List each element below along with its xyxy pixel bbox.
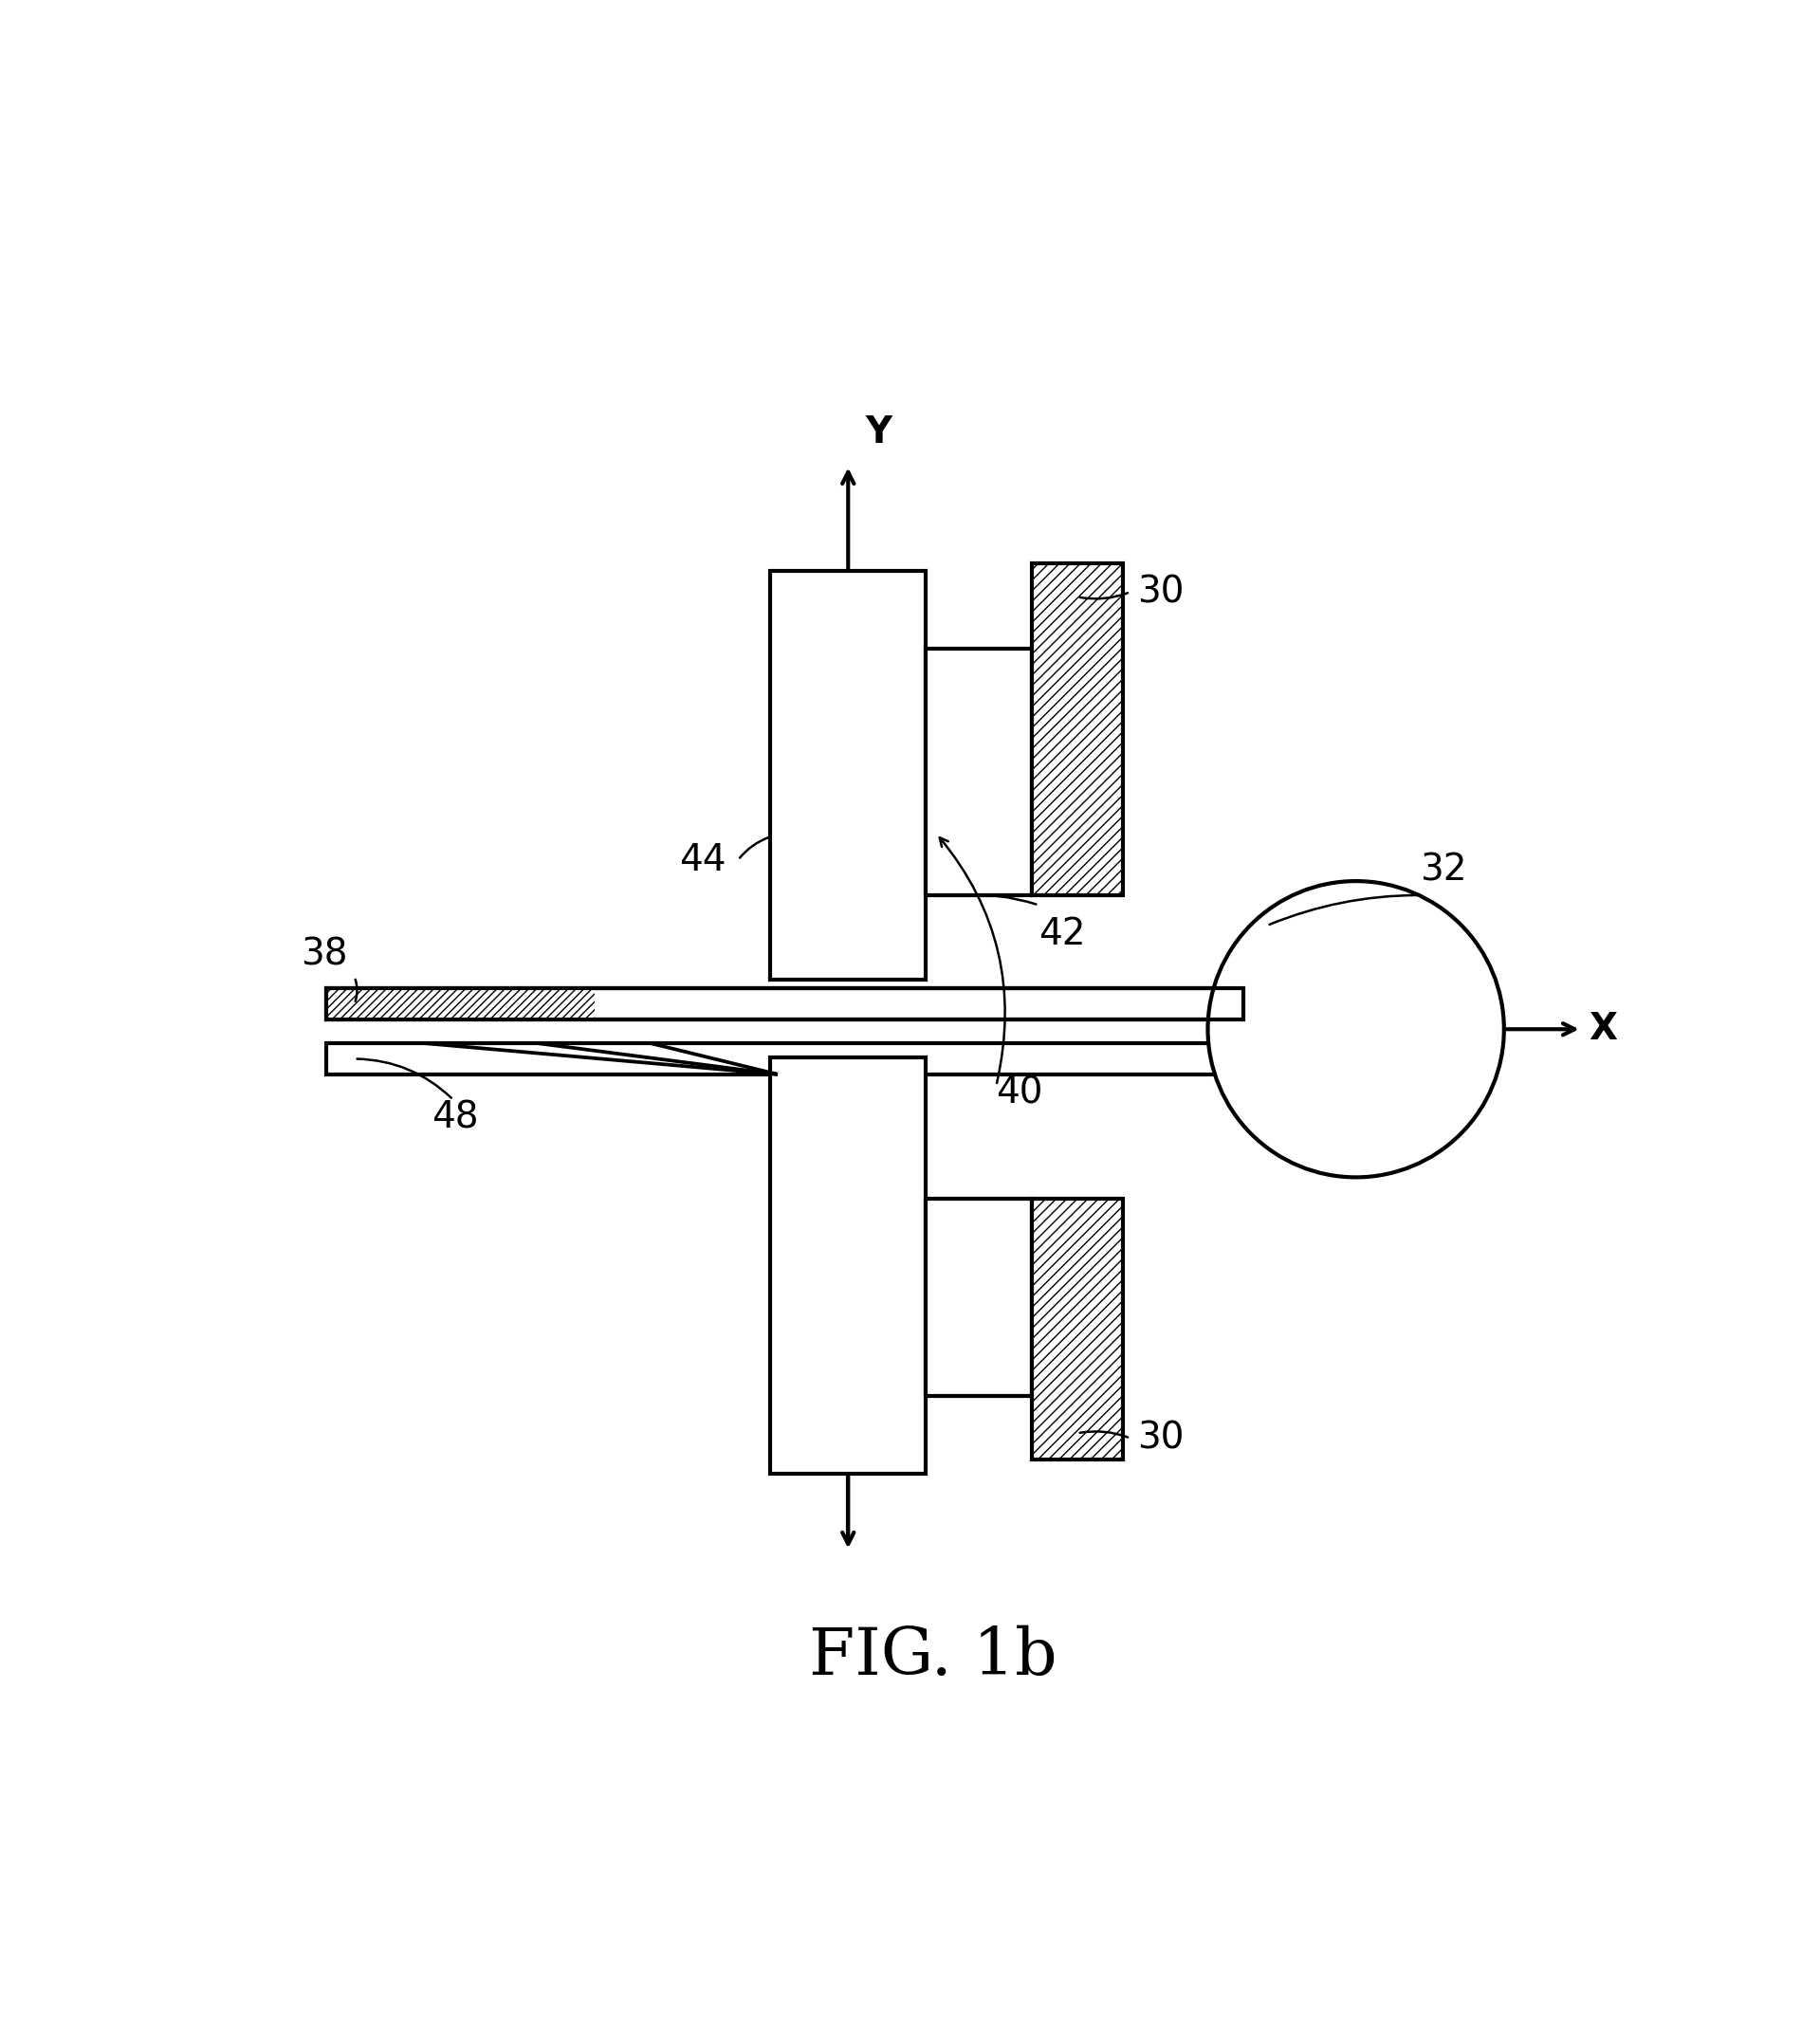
Bar bbox=[770, 1058, 926, 1473]
Bar bbox=[926, 648, 1032, 895]
Text: 32: 32 bbox=[1420, 852, 1467, 889]
Bar bbox=[926, 1198, 1032, 1396]
Bar bbox=[326, 1043, 1243, 1074]
Bar bbox=[326, 988, 593, 1019]
Text: Y: Y bbox=[864, 416, 892, 450]
Text: FIG. 1b: FIG. 1b bbox=[808, 1626, 1057, 1687]
Text: 30: 30 bbox=[1138, 1420, 1185, 1457]
Text: 40: 40 bbox=[996, 1074, 1043, 1111]
Bar bbox=[770, 571, 926, 980]
Bar bbox=[326, 988, 1243, 1019]
Text: 38: 38 bbox=[300, 937, 348, 972]
Text: X: X bbox=[1589, 1011, 1618, 1048]
Circle shape bbox=[1208, 880, 1503, 1178]
Text: 42: 42 bbox=[1039, 917, 1085, 952]
Bar bbox=[1032, 565, 1123, 895]
Bar bbox=[1032, 1198, 1123, 1459]
Bar bbox=[326, 988, 1243, 1019]
Text: 48: 48 bbox=[431, 1101, 479, 1135]
Text: 44: 44 bbox=[679, 842, 726, 878]
Text: 30: 30 bbox=[1138, 575, 1185, 609]
